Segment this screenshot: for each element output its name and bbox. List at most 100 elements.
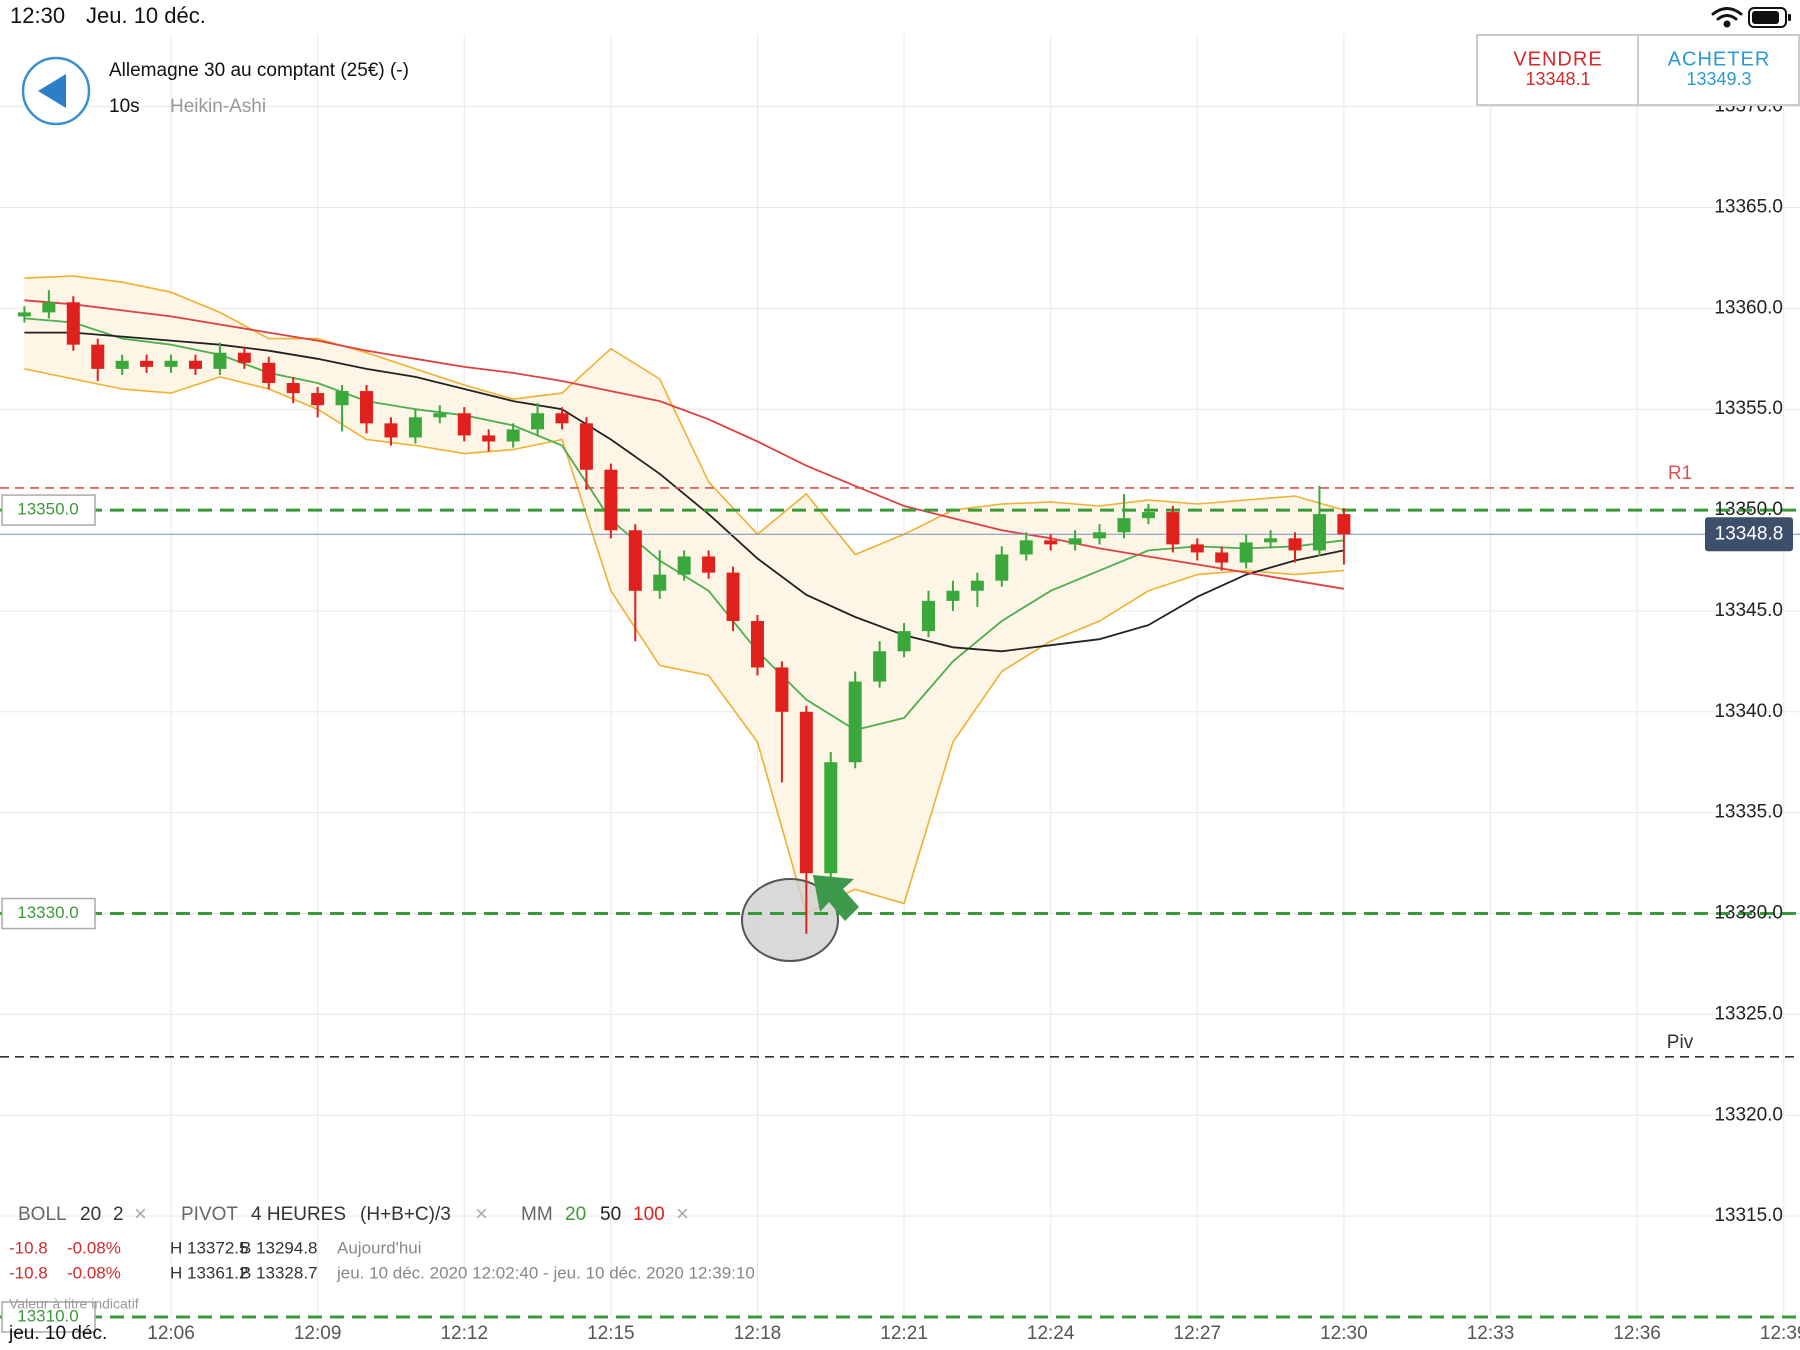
chart-style[interactable]: Heikin-Ashi xyxy=(170,96,266,117)
period: jeu. 10 déc. 2020 12:02:40 - jeu. 10 déc… xyxy=(336,1263,755,1282)
candle-body xyxy=(213,352,227,369)
pivot-label[interactable]: PIVOT xyxy=(181,1204,238,1225)
status-time: 12:30 xyxy=(10,3,65,28)
x-tick-label: 12:39 xyxy=(1760,1323,1800,1344)
candle-body xyxy=(995,554,1009,581)
candle-body xyxy=(237,352,251,363)
level-tag xyxy=(1,897,96,930)
price-tag xyxy=(1705,517,1793,552)
y-tick-label: 13315.0 xyxy=(1714,1205,1783,1226)
x-tick-label: 12:06 xyxy=(147,1323,195,1344)
candle-body xyxy=(457,413,471,436)
high: H 13361.2 xyxy=(170,1263,248,1282)
pivot-remove[interactable]: × xyxy=(475,1201,488,1226)
plot-front xyxy=(0,290,1800,1319)
candle-body xyxy=(531,413,545,430)
trade-box xyxy=(1476,34,1800,106)
candle-body xyxy=(604,469,618,531)
x-tick-label: 12:33 xyxy=(1467,1323,1515,1344)
buy-label: ACHETER xyxy=(1668,48,1771,70)
disclaimer: Valeur à titre indicatif xyxy=(9,1296,139,1312)
y-tick-label: 13320.0 xyxy=(1714,1104,1783,1125)
x-tick-label: 12:27 xyxy=(1174,1323,1222,1344)
back-button[interactable] xyxy=(21,56,91,126)
change-pct: -0.08% xyxy=(67,1238,121,1257)
candle-body xyxy=(482,435,496,442)
candle-body xyxy=(164,360,178,367)
boll-period: 20 xyxy=(80,1204,101,1225)
boll-label[interactable]: BOLL xyxy=(18,1204,67,1225)
level-tag-label: 13310.0 xyxy=(17,1306,78,1325)
sell-button[interactable]: VENDRE 13348.1 xyxy=(1513,48,1602,88)
annotation-arrow xyxy=(813,875,859,921)
x-tick-label: 12:21 xyxy=(880,1323,928,1344)
candle-body xyxy=(897,631,911,652)
candle-body xyxy=(335,391,349,406)
high: H 13372.5 xyxy=(170,1238,248,1257)
x-tick-label: 12:30 xyxy=(1320,1323,1368,1344)
candle-body xyxy=(653,574,667,591)
candle-body xyxy=(140,360,154,367)
mm-period: 50 xyxy=(600,1204,621,1225)
candle-body xyxy=(1068,538,1082,545)
candle-body xyxy=(433,413,447,418)
level-tag-label: 13330.0 xyxy=(17,903,78,922)
candle-body xyxy=(824,762,838,874)
low: B 13328.7 xyxy=(240,1263,318,1282)
mm-remove[interactable]: × xyxy=(676,1201,689,1226)
mm-label[interactable]: MM xyxy=(521,1204,553,1225)
candle-body xyxy=(1190,544,1204,553)
candle-body xyxy=(311,393,325,406)
x-tick-label: 12:15 xyxy=(587,1323,635,1344)
candle-body xyxy=(775,667,789,712)
candle-body xyxy=(1166,512,1180,545)
candle-body xyxy=(677,556,691,575)
y-tick-label: 13325.0 xyxy=(1714,1003,1783,1024)
candle-body xyxy=(286,382,300,394)
y-tick-label: 13335.0 xyxy=(1714,802,1783,823)
interval[interactable]: 10s xyxy=(109,96,140,117)
level-label: R1 xyxy=(1668,463,1692,484)
candle-body xyxy=(17,312,31,317)
wifi-icon xyxy=(1711,7,1743,28)
candle-body xyxy=(799,711,813,874)
level-label: Piv xyxy=(1667,1032,1694,1053)
candle-body xyxy=(946,590,960,601)
candle-body xyxy=(1264,538,1278,543)
candle-body xyxy=(1093,532,1107,539)
bollinger-lower xyxy=(24,368,1344,915)
candle-body xyxy=(1044,540,1058,545)
x-date-label: jeu. 10 déc. xyxy=(8,1323,107,1344)
plot-back xyxy=(0,34,1800,1317)
candle-body xyxy=(873,651,887,682)
candle-body xyxy=(1019,540,1033,555)
bollinger-fill xyxy=(24,276,1344,914)
info-rows: -10.8 -0.08% H 13372.5 B 13294.8 Aujourd… xyxy=(9,1238,755,1282)
candle-body xyxy=(1312,514,1326,551)
x-tick-label: 12:09 xyxy=(294,1323,342,1344)
period: Aujourd'hui xyxy=(337,1238,422,1257)
candle-body xyxy=(384,423,398,438)
candle-body xyxy=(262,362,276,383)
instrument-name: Allemagne 30 au comptant (25€) (-) xyxy=(109,60,409,81)
change: -10.8 xyxy=(9,1263,48,1282)
boll-deviation: 2 xyxy=(113,1204,124,1225)
y-tick-label: 13360.0 xyxy=(1714,297,1783,318)
x-tick-label: 12:12 xyxy=(440,1323,488,1344)
change: -10.8 xyxy=(9,1238,48,1257)
candle-body xyxy=(115,360,129,369)
buy-button[interactable]: ACHETER 13349.3 xyxy=(1668,48,1771,88)
candle-body xyxy=(970,580,984,591)
candle-body xyxy=(1141,512,1155,519)
candle-body xyxy=(66,302,80,345)
candle-body xyxy=(91,344,105,369)
x-tick-label: 12:24 xyxy=(1027,1323,1075,1344)
boll-remove[interactable]: × xyxy=(134,1201,147,1226)
x-tick-label: 12:18 xyxy=(734,1323,782,1344)
candle-body xyxy=(628,530,642,591)
pivot-formula: (H+B+C)/3 xyxy=(360,1204,451,1225)
candle-body xyxy=(42,302,56,313)
candle-body xyxy=(555,413,569,424)
candle-body xyxy=(726,572,740,622)
